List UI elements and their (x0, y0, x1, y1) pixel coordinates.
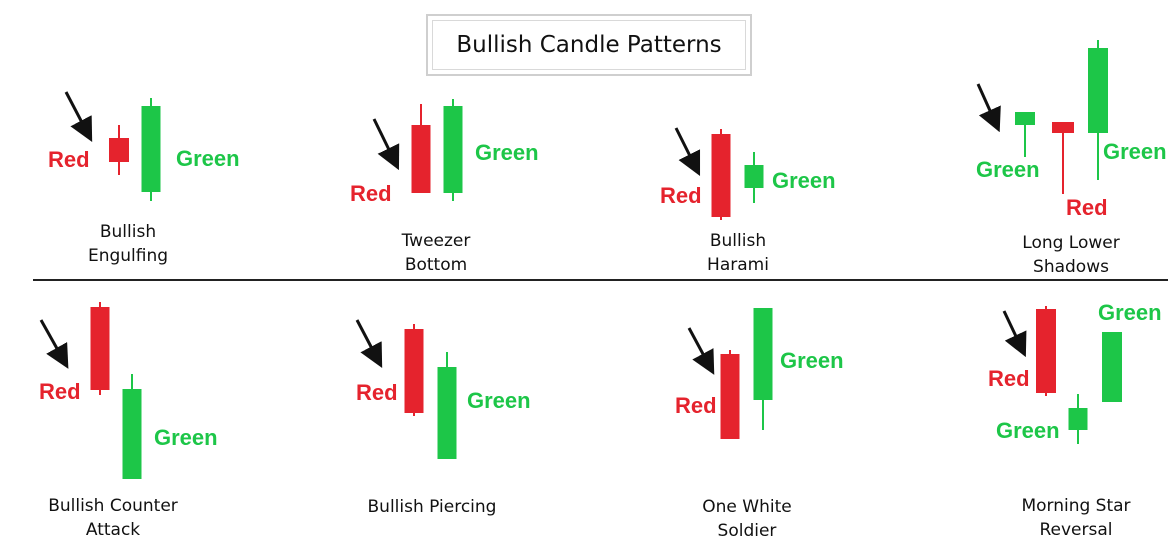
candle-label-green: Green (1103, 139, 1167, 164)
candle-label-green: Green (976, 157, 1040, 182)
pattern-name-line1: One White (702, 497, 792, 517)
candle-red (711, 129, 731, 220)
arrow-down-right-icon (674, 127, 701, 177)
candle-label-green: Green (1098, 300, 1162, 325)
candle-body (1068, 408, 1088, 430)
pattern-name: One White Soldier (657, 495, 837, 543)
candle-label-red: Red (1066, 195, 1108, 220)
pattern-name-line1: Tweezer (401, 231, 471, 251)
candle-green (1015, 112, 1035, 157)
candle-red (1036, 306, 1056, 396)
candle-body (109, 138, 129, 162)
candle-body (141, 106, 161, 192)
candle-body (122, 389, 142, 479)
candle-green (141, 98, 161, 201)
candle-body (1102, 332, 1122, 402)
candle-label-red: Red (988, 366, 1030, 391)
candle-body (411, 125, 431, 193)
candle-body (1036, 309, 1056, 393)
candle-red (1052, 122, 1074, 194)
pattern-name: Morning Star Reversal (986, 494, 1166, 542)
pattern-name: Tweezer Bottom (346, 229, 526, 277)
pattern-name-line1: Bullish Counter (48, 496, 178, 516)
candle-green (122, 374, 142, 479)
candle-label-green: Green (996, 418, 1060, 443)
candle-body (1052, 122, 1074, 133)
candle-body (1015, 112, 1035, 125)
pattern-name-line2: Shadows (1033, 257, 1109, 277)
pattern-name-line1: Bullish (99, 222, 157, 242)
arrow-down-right-icon (64, 91, 93, 142)
candle-red (404, 324, 424, 416)
candle-red (90, 302, 110, 395)
pattern-name: Bullish Engulfing (38, 220, 218, 268)
candle-label-green: Green (772, 168, 836, 193)
candle-body (443, 106, 463, 193)
candle-body (744, 165, 764, 188)
arrow-down-right-icon (687, 327, 715, 375)
candle-red (720, 350, 740, 439)
pattern-name-line2: Bottom (404, 255, 468, 275)
candle-red (411, 104, 431, 193)
candle-label-red: Red (660, 183, 702, 208)
candle-body (1088, 48, 1108, 133)
arrow-down-right-icon (355, 319, 383, 368)
arrow-down-right-icon (1002, 310, 1027, 358)
candle-label-green: Green (475, 140, 539, 165)
candle-green (443, 99, 463, 201)
candle-green (753, 308, 773, 430)
pattern-name: Bullish Piercing (342, 495, 522, 519)
title-box: Bullish Candle Patterns (426, 14, 752, 76)
candle-green (437, 352, 457, 459)
pattern-name-line1: Bullish Piercing (367, 497, 497, 517)
pattern-name: Bullish Harami (648, 229, 828, 277)
candle-label-red: Red (350, 181, 392, 206)
candle-body (437, 367, 457, 459)
candle-green (1088, 40, 1108, 180)
pattern-name: Bullish Counter Attack (23, 494, 203, 542)
candle-label-green: Green (780, 348, 844, 373)
candle-body (720, 354, 740, 439)
row-divider (33, 279, 1168, 281)
candle-green (1068, 394, 1088, 444)
candle-body (753, 308, 773, 400)
candle-red (109, 125, 129, 175)
arrow-down-right-icon (372, 118, 400, 171)
page-title: Bullish Candle Patterns (432, 20, 746, 70)
candle-label-green: Green (154, 425, 218, 450)
pattern-name-line2: Attack (85, 520, 141, 540)
candle-label-red: Red (675, 393, 717, 418)
arrow-down-right-icon (39, 319, 69, 369)
candle-label-green: Green (176, 146, 240, 171)
pattern-name-line1: Long Lower (1022, 233, 1120, 253)
candle-body (711, 134, 731, 217)
candle-label-red: Red (39, 379, 81, 404)
candle-label-green: Green (467, 388, 531, 413)
candle-label-red: Red (356, 380, 398, 405)
candle-body (404, 329, 424, 413)
pattern-name-line2: Harami (707, 255, 769, 275)
pattern-name-line2: Engulfing (87, 246, 169, 266)
pattern-name: Long Lower Shadows (981, 231, 1161, 279)
arrow-down-right-icon (976, 83, 1001, 133)
pattern-name-line2: Reversal (1039, 520, 1113, 540)
pattern-name-line1: Bullish (709, 231, 767, 251)
pattern-name-line1: Morning Star (1021, 496, 1131, 516)
candle-green (1102, 332, 1122, 402)
pattern-name-line2: Soldier (717, 521, 777, 541)
candle-body (90, 307, 110, 390)
candle-green (744, 152, 764, 203)
candle-label-red: Red (48, 147, 90, 172)
